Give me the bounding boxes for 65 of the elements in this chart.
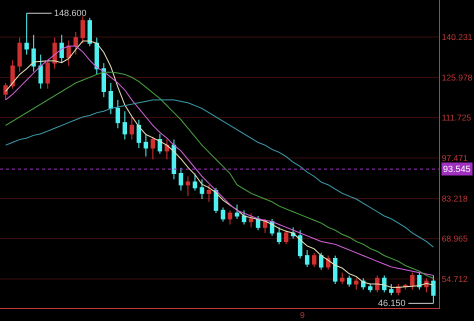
candlestick [59, 34, 64, 64]
candlestick [74, 31, 78, 56]
candlestick [52, 37, 57, 70]
candlestick [122, 110, 128, 140]
candlestick [88, 17, 92, 47]
candlestick [228, 210, 232, 225]
candlestick [150, 136, 156, 160]
candlestick [24, 12, 29, 56]
candlestick [200, 178, 204, 200]
candlestick [242, 210, 246, 225]
candlestick [130, 116, 134, 140]
candlestick [220, 207, 226, 222]
candlestick [17, 37, 22, 72]
candlestick [80, 16, 85, 44]
line-series [5, 99, 434, 248]
candlestick [340, 272, 344, 284]
candlestick [389, 283, 394, 296]
candlestick [382, 274, 387, 293]
annotation: 148.600 [54, 8, 87, 18]
candlestick [347, 274, 352, 288]
ref-line-label: 93.545 [443, 164, 471, 174]
text: 9 [300, 310, 305, 320]
candlestick [102, 62, 106, 98]
candlestick [192, 173, 198, 192]
candlestick [410, 272, 415, 290]
candlestick [10, 60, 15, 90]
y-tick-label: 111.725 [442, 112, 472, 123]
candlestick [234, 204, 240, 220]
candlestick [3, 82, 8, 100]
candlestick [417, 272, 422, 290]
y-tick-label: 125.978 [442, 72, 473, 82]
candlestick [108, 82, 114, 115]
candlestick [262, 218, 268, 234]
candlestick [206, 184, 212, 202]
candlestick [144, 133, 148, 158]
candlestick [172, 139, 176, 180]
candlestick [94, 37, 99, 75]
candlestick [164, 139, 170, 160]
y-tick-label: 68.965 [442, 234, 468, 244]
y-tick-label: 83.218 [442, 193, 468, 204]
candlestick [66, 40, 71, 66]
candlestick [368, 283, 372, 293]
candlestick [31, 34, 36, 72]
candlestick [284, 230, 288, 245]
candlestick [116, 99, 120, 129]
candlestick [178, 167, 184, 192]
candlestick [186, 176, 190, 197]
candlestick [276, 226, 282, 245]
candlestick [312, 252, 316, 268]
candlestick [318, 252, 324, 270]
candlestick [298, 230, 302, 259]
candlestick [332, 255, 338, 284]
candlestick [304, 249, 310, 268]
candlestick [431, 274, 436, 304]
candlestick [375, 274, 380, 293]
y-tick-label: 140.231 [442, 32, 473, 42]
candlestick [248, 212, 254, 228]
y-tick-label: 54.712 [442, 274, 468, 284]
candlestick [354, 278, 358, 290]
candlestick [158, 133, 162, 154]
y-tick-label: 97.471 [442, 153, 468, 164]
candlestick [136, 119, 142, 149]
candlestick [45, 60, 50, 90]
annotation: 46.150 [378, 298, 406, 308]
candlestick [38, 54, 43, 90]
